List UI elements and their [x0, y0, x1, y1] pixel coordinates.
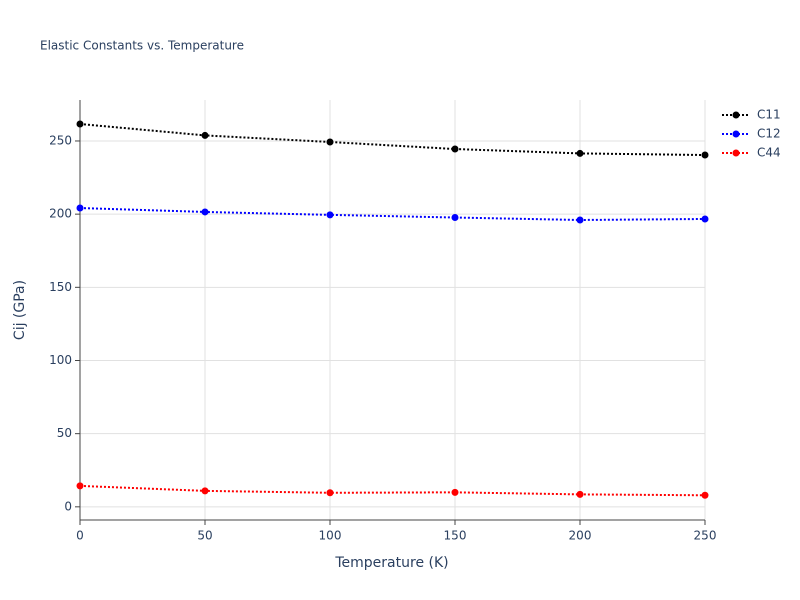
data-point [701, 151, 709, 159]
data-point [576, 216, 584, 224]
y-tick-label: 250 [49, 133, 72, 147]
y-tick-label: 100 [49, 353, 72, 367]
series-line [79, 123, 706, 157]
legend-label: C44 [757, 146, 781, 160]
y-tick-label: 0 [64, 499, 72, 513]
x-tick-label: 250 [694, 529, 717, 543]
data-point [576, 490, 584, 498]
y-tick-label: 50 [57, 426, 72, 440]
legend-label: C12 [757, 127, 781, 141]
x-axis-title: Temperature (K) [334, 555, 448, 571]
legend-marker [732, 111, 740, 119]
data-point [701, 215, 709, 223]
data-point [201, 131, 209, 139]
data-point [451, 145, 459, 153]
x-tick-label: 100 [319, 529, 342, 543]
data-point [76, 120, 84, 128]
x-tick-label: 150 [444, 529, 467, 543]
data-point [326, 211, 334, 219]
data-point [76, 204, 84, 212]
x-tick-label: 200 [569, 529, 592, 543]
legend-label: C11 [757, 108, 781, 122]
data-point [201, 208, 209, 216]
data-point [451, 488, 459, 496]
y-axis-title: Cij (GPa) [12, 280, 28, 340]
y-tick-label: 200 [49, 207, 72, 221]
legend-marker [732, 130, 740, 138]
data-point [326, 489, 334, 497]
x-tick-label: 50 [197, 529, 212, 543]
data-point [701, 491, 709, 499]
y-tick-label: 150 [49, 280, 72, 294]
series-line [79, 207, 706, 222]
chart-title: Elastic Constants vs. Temperature [40, 39, 244, 53]
series-line [79, 484, 706, 497]
x-tick-label: 0 [76, 529, 84, 543]
data-point [201, 487, 209, 495]
data-point [451, 214, 459, 222]
data-point [576, 149, 584, 157]
data-point [326, 138, 334, 146]
data-point [76, 482, 84, 490]
legend-marker [732, 149, 740, 157]
